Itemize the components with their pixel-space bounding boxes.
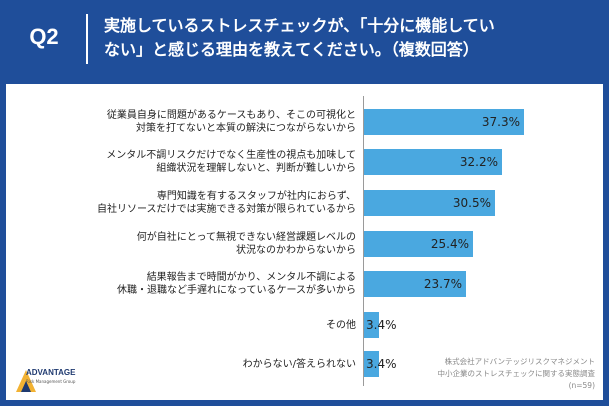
question-number: Q2: [29, 24, 59, 49]
bar: [364, 271, 466, 297]
bar: [364, 231, 473, 257]
category-label-line: 結果報告まで時間がかり、メンタル不調による: [146, 272, 356, 283]
category-label: 専門知識を有するスタッフが社内におらず、自社リソースだけでは実施できる対策が限ら…: [36, 190, 356, 216]
header: Q2 実施しているストレスチェックが、「十分に機能してい ない」と感じる理由を教…: [0, 0, 609, 78]
data-label: 37.3%: [481, 115, 520, 129]
category-label-line: 組織状況を理解しないと、判断が難しいから: [156, 163, 356, 174]
category-label-line: 従業員自身に問題があるケースもあり、そこの可視化と: [106, 110, 356, 121]
category-label-line: 休職・退職など手遅れになっているケースが多いから: [117, 285, 356, 296]
bar: [364, 190, 495, 216]
source-note-line-3: (n=59): [568, 381, 595, 390]
logo-subtitle: Risk Management Group: [26, 379, 76, 384]
data-label: 25.4%: [430, 237, 469, 251]
data-label: 30.5%: [452, 196, 491, 210]
category-label-line: 状況なのかわからないから: [236, 245, 356, 256]
category-label: 何が自社にとって無視できない経営課題レベルの状況なのかわからないから: [36, 231, 356, 257]
data-label: 32.2%: [459, 155, 498, 169]
category-label-line: 何が自社にとって無視できない経営課題レベルの: [136, 232, 356, 243]
category-label-line: 自社リソースだけでは実施できる対策が限られているから: [97, 204, 356, 215]
chart-panel: [6, 84, 603, 400]
source-note-line-1: 株式会社アドバンテッジリスクマネジメント: [444, 357, 595, 366]
data-label: 3.4%: [366, 318, 397, 332]
category-label-line: メンタル不調リスクだけでなく生産性の視点も加味して: [106, 150, 356, 161]
logo-mark-inner-icon: [21, 381, 31, 392]
category-label: メンタル不調リスクだけでなく生産性の視点も加味して組織状況を理解しないと、判断が…: [36, 149, 356, 175]
category-label: わからない/答えられない: [36, 358, 356, 371]
bar: [364, 312, 379, 338]
bar: [364, 149, 502, 175]
source-note-line-2: 中小企業のストレスチェックに関する実態調査: [437, 369, 596, 378]
advantage-logo: [16, 370, 36, 392]
category-label-line: 対策を打てないと本質の解決につながらないから: [136, 123, 356, 134]
category-label: その他: [36, 319, 356, 332]
data-label: 3.4%: [366, 357, 397, 371]
question-title-line-1: 実施しているストレスチェックが、「十分に機能してい: [104, 16, 495, 35]
data-label: 23.7%: [423, 277, 462, 291]
bar: [364, 351, 379, 377]
logo-name: ADVANTAGE: [26, 368, 76, 377]
category-label: 従業員自身に問題があるケースもあり、そこの可視化と対策を打てないと本質の解決につ…: [36, 109, 356, 135]
category-label-line: 専門知識を有するスタッフが社内におらず、: [156, 191, 356, 202]
category-axis-line: [363, 96, 364, 386]
question-title-line-2: ない」と感じる理由を教えてください。（複数回答）: [104, 40, 479, 59]
question-title: 実施しているストレスチェックが、「十分に機能してい ない」と感じる理由を教えてく…: [104, 14, 594, 62]
category-label-line: わからない/答えられない: [242, 358, 356, 370]
category-label: 結果報告まで時間がかり、メンタル不調による休職・退職など手遅れになっているケース…: [36, 271, 356, 297]
bar: [364, 109, 524, 135]
category-label-line: その他: [326, 319, 356, 331]
header-divider: [86, 14, 88, 64]
